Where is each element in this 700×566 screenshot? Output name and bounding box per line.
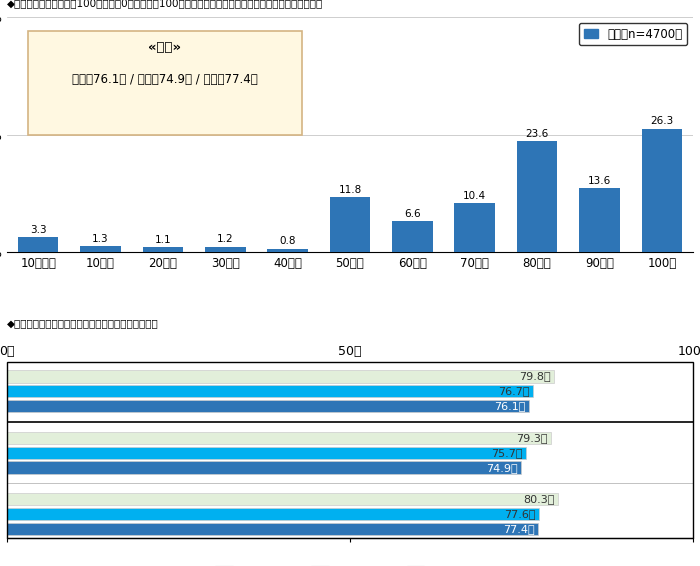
Bar: [7, 385, 533, 397]
Bar: [579, 188, 620, 252]
Text: 全体：76.1点 / 男性：74.9点 / 女性：77.4点: 全体：76.1点 / 男性：74.9点 / 女性：77.4点: [72, 74, 258, 87]
Text: 50点: 50点: [338, 345, 362, 358]
Bar: [7, 523, 538, 535]
Bar: [517, 142, 557, 252]
Text: ◆自身の家族愛の点数を100点満点（0点：最低～100点：最高）で評価すると何点か　（数値入力形式）: ◆自身の家族愛の点数を100点満点（0点：最低～100点：最高）で評価すると何点…: [7, 0, 323, 8]
Text: 75.7点: 75.7点: [491, 448, 523, 458]
Text: 79.8点: 79.8点: [519, 371, 551, 381]
Text: 13.6: 13.6: [588, 176, 611, 186]
Text: 80.3点: 80.3点: [523, 494, 554, 504]
Bar: [267, 248, 308, 252]
Text: 1.3: 1.3: [92, 234, 109, 244]
Text: 74.9点: 74.9点: [486, 462, 517, 473]
Bar: [7, 508, 539, 520]
Text: 76.1点: 76.1点: [494, 401, 526, 411]
Bar: [330, 197, 370, 252]
Legend: 全体［n=4700］: 全体［n=4700］: [579, 23, 687, 45]
Bar: [642, 128, 682, 252]
Bar: [7, 400, 529, 413]
Text: 3.3: 3.3: [30, 225, 46, 234]
FancyBboxPatch shape: [27, 31, 302, 135]
Text: «平均»: «平均»: [148, 41, 181, 54]
Text: 10.4: 10.4: [463, 191, 486, 201]
Text: 23.6: 23.6: [526, 129, 549, 139]
Text: 1.2: 1.2: [217, 234, 234, 245]
Text: 1.1: 1.1: [155, 235, 172, 245]
Bar: [7, 447, 526, 458]
Bar: [7, 493, 558, 505]
Bar: [205, 247, 246, 252]
Text: 26.3: 26.3: [650, 116, 673, 126]
Text: 79.3点: 79.3点: [516, 433, 547, 443]
Bar: [7, 461, 521, 474]
Text: 6.6: 6.6: [404, 209, 421, 219]
Bar: [18, 237, 59, 252]
Text: 0点: 0点: [0, 345, 15, 358]
Text: 77.6点: 77.6点: [505, 509, 536, 519]
Bar: [7, 370, 554, 383]
Text: 100点: 100点: [678, 345, 700, 358]
Legend: 2022年調査, 2023年調査, 2024年調査: 2022年調査, 2023年調査, 2024年調査: [211, 560, 489, 566]
Text: 77.4点: 77.4点: [503, 524, 535, 534]
Bar: [454, 203, 495, 252]
Text: 76.7点: 76.7点: [498, 387, 530, 396]
Text: ◆自身の家族愛の点数（平均点）　（数値入力形式）: ◆自身の家族愛の点数（平均点） （数値入力形式）: [7, 318, 159, 328]
Bar: [392, 221, 433, 252]
Bar: [80, 246, 121, 252]
Bar: [143, 247, 183, 252]
Bar: [7, 432, 551, 444]
Text: 0.8: 0.8: [279, 237, 296, 246]
Text: 11.8: 11.8: [338, 185, 362, 195]
